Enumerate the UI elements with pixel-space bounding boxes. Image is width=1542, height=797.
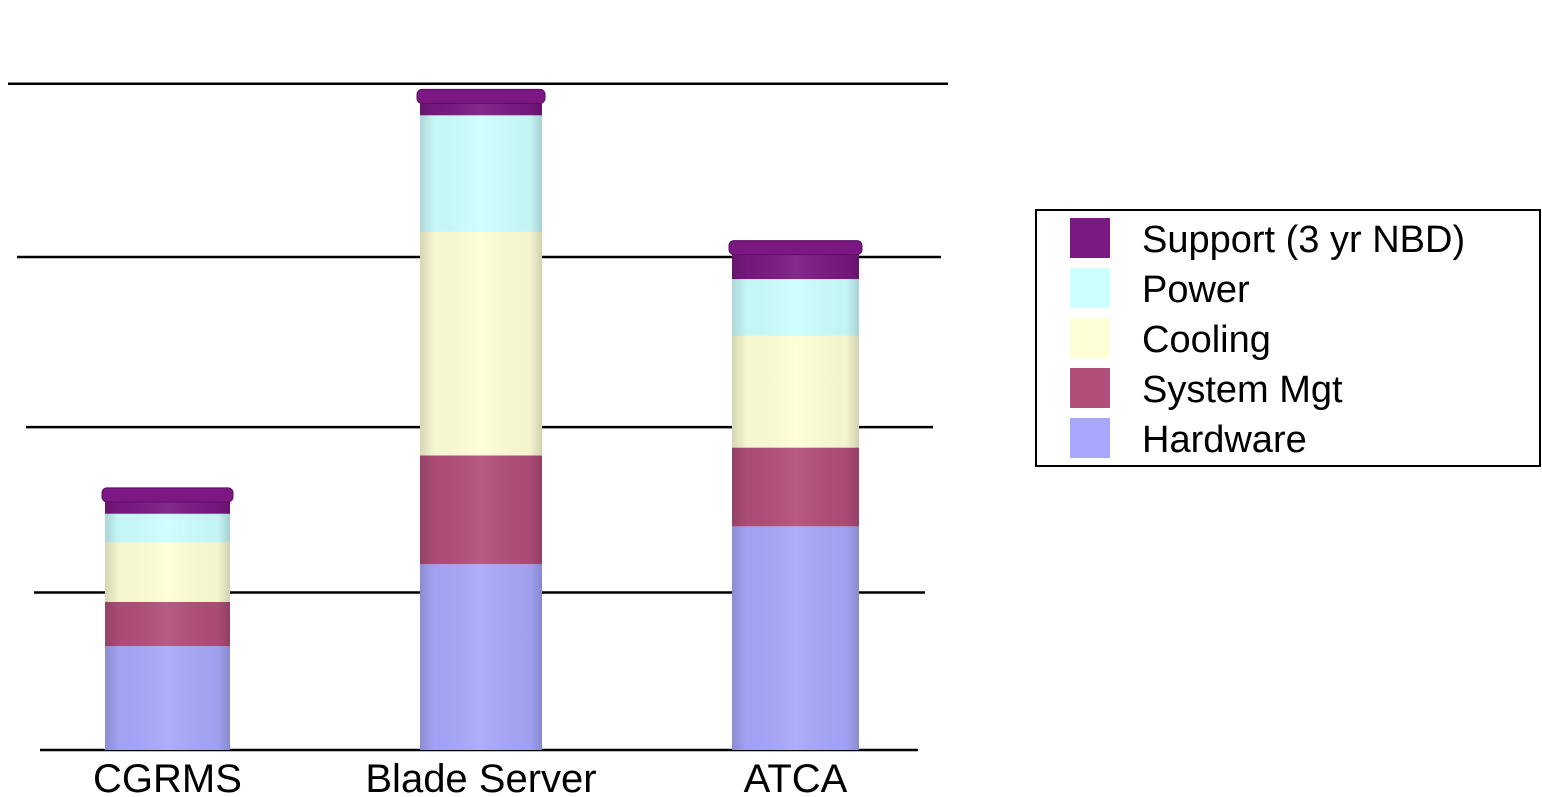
bar-top-cap <box>416 88 546 104</box>
bar-top-cap <box>728 240 863 256</box>
legend-swatch <box>1070 268 1110 308</box>
legend-swatch <box>1070 368 1110 408</box>
bar-stack <box>416 88 546 750</box>
bar-stack <box>728 240 863 750</box>
bar-shading <box>732 247 859 750</box>
legend-frame <box>1035 209 1541 467</box>
legend-label: Cooling <box>1142 319 1271 361</box>
bar-shading <box>420 96 542 750</box>
legend: Support (3 yr NBD) Power Cooling System Mgt… <box>1035 209 1541 467</box>
legend-label: Power <box>1142 269 1250 311</box>
legend-label: Hardware <box>1142 419 1307 461</box>
bar-stack <box>101 487 234 750</box>
legend-swatch <box>1070 418 1110 458</box>
legend-label: System Mgt <box>1142 369 1343 411</box>
x-tick-label: Blade Server <box>365 757 596 797</box>
legend-swatch <box>1070 318 1110 358</box>
x-tick-label: ATCA <box>744 757 848 797</box>
x-tick-label: CGRMS <box>93 757 242 797</box>
bar-top-cap <box>101 487 234 503</box>
x-axis-tick-labels: CGRMS Blade Server ATCA <box>93 757 848 797</box>
bar-shading <box>105 494 230 750</box>
bars <box>101 88 863 750</box>
legend-label: Support (3 yr NBD) <box>1142 219 1465 261</box>
legend-swatch <box>1070 218 1110 258</box>
